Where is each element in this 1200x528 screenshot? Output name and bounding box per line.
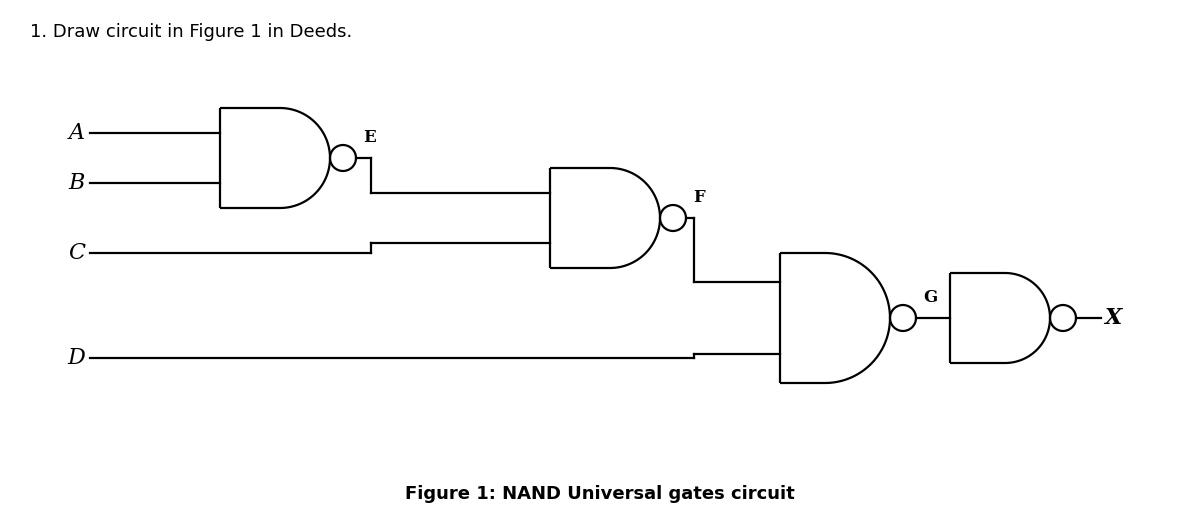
Text: C: C: [68, 242, 85, 264]
Text: X: X: [1104, 307, 1121, 329]
Text: G: G: [923, 289, 937, 306]
Text: Figure 1: NAND Universal gates circuit: Figure 1: NAND Universal gates circuit: [406, 485, 794, 503]
Text: B: B: [68, 172, 85, 194]
Text: 1. Draw circuit in Figure 1 in Deeds.: 1. Draw circuit in Figure 1 in Deeds.: [30, 23, 353, 41]
Text: A: A: [68, 122, 85, 144]
Text: F: F: [694, 189, 704, 206]
Text: D: D: [67, 347, 85, 369]
Text: E: E: [364, 129, 376, 146]
